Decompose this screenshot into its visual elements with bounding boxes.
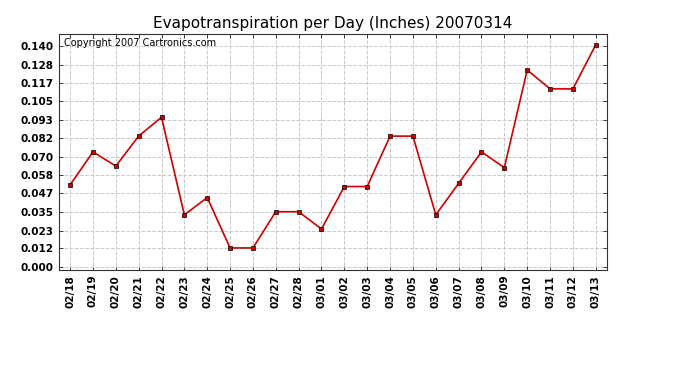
Text: Copyright 2007 Cartronics.com: Copyright 2007 Cartronics.com [64,39,216,48]
Title: Evapotranspiration per Day (Inches) 20070314: Evapotranspiration per Day (Inches) 2007… [153,16,513,31]
